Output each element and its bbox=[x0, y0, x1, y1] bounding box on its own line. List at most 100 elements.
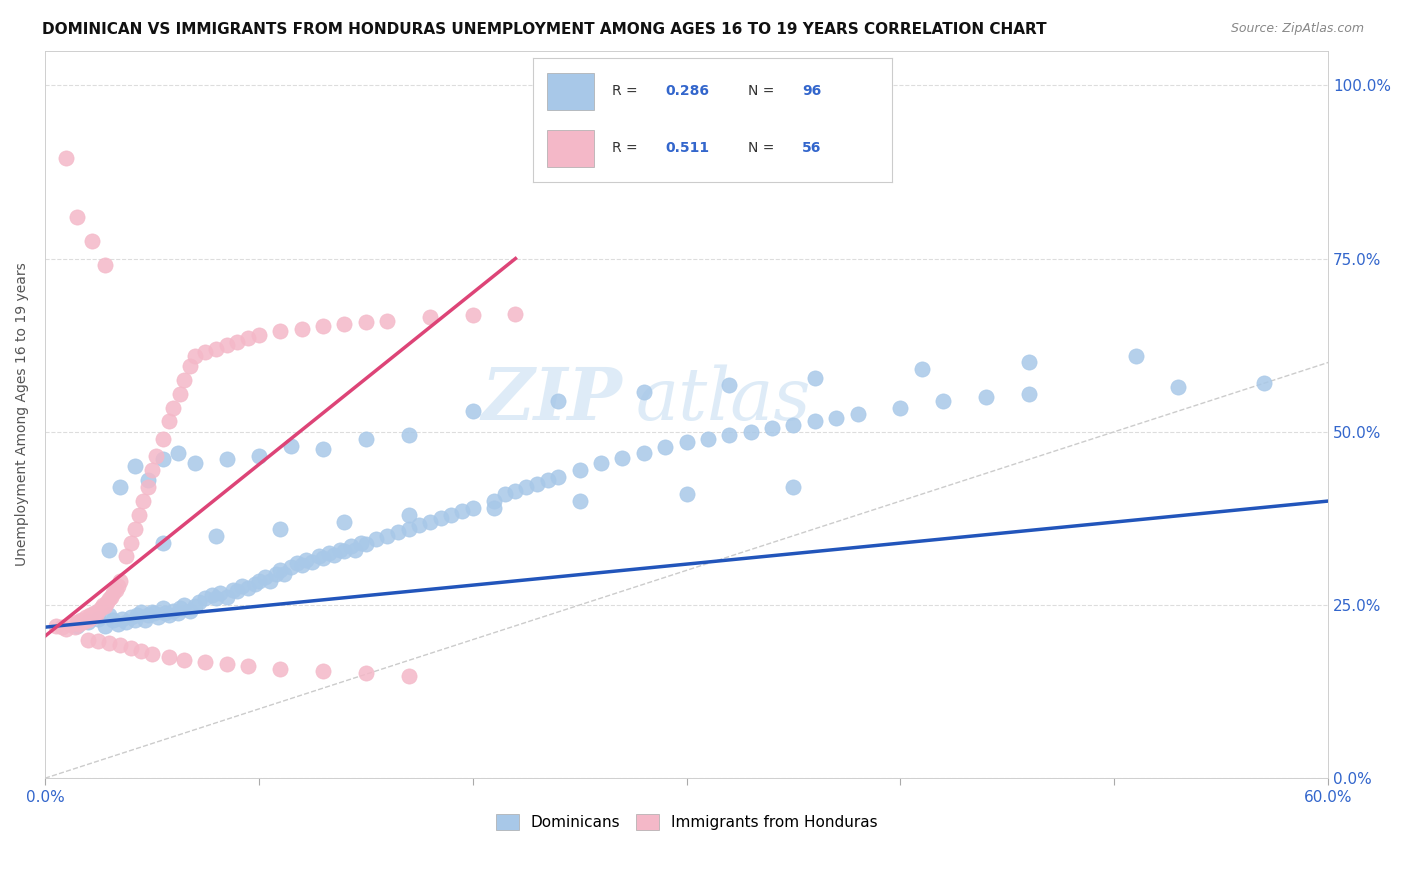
Point bbox=[633, 445, 655, 459]
Point bbox=[654, 440, 676, 454]
Point bbox=[440, 508, 463, 522]
Point bbox=[169, 601, 191, 615]
Point bbox=[633, 384, 655, 399]
Point bbox=[141, 463, 163, 477]
Point bbox=[87, 603, 110, 617]
Point bbox=[108, 574, 131, 588]
Point bbox=[87, 612, 110, 626]
Point bbox=[329, 542, 352, 557]
Point bbox=[94, 259, 117, 273]
Point bbox=[143, 607, 166, 621]
Point bbox=[568, 494, 591, 508]
Point bbox=[84, 608, 107, 623]
Point bbox=[103, 585, 125, 599]
Point bbox=[94, 599, 117, 614]
Point bbox=[236, 331, 259, 345]
Point bbox=[547, 470, 569, 484]
Point bbox=[375, 529, 398, 543]
Point bbox=[129, 644, 152, 658]
Text: atlas: atlas bbox=[636, 365, 811, 435]
Point bbox=[194, 655, 217, 669]
Point bbox=[398, 668, 420, 682]
Point bbox=[215, 452, 238, 467]
Point bbox=[333, 515, 356, 529]
Point bbox=[201, 588, 224, 602]
Point bbox=[589, 456, 612, 470]
Point bbox=[136, 480, 159, 494]
Point bbox=[461, 500, 484, 515]
Point bbox=[205, 591, 228, 605]
Point bbox=[846, 408, 869, 422]
Point bbox=[136, 473, 159, 487]
Point bbox=[166, 445, 188, 459]
Point bbox=[247, 574, 270, 588]
Point bbox=[63, 620, 86, 634]
Point bbox=[273, 566, 295, 581]
Point bbox=[87, 634, 110, 648]
Point bbox=[91, 598, 114, 612]
Point bbox=[80, 234, 103, 248]
Point bbox=[157, 608, 180, 623]
Point bbox=[804, 414, 827, 428]
Point bbox=[312, 442, 335, 456]
Point bbox=[269, 324, 291, 338]
Point bbox=[141, 605, 163, 619]
Point bbox=[183, 599, 205, 614]
Point bbox=[80, 610, 103, 624]
Point bbox=[183, 349, 205, 363]
Point bbox=[429, 511, 451, 525]
Point bbox=[354, 432, 377, 446]
Point bbox=[108, 638, 131, 652]
Point bbox=[419, 515, 441, 529]
Point bbox=[152, 452, 174, 467]
Point bbox=[398, 428, 420, 442]
Point bbox=[120, 640, 142, 655]
Point bbox=[134, 613, 156, 627]
Point bbox=[70, 613, 93, 627]
Point bbox=[215, 338, 238, 352]
Point bbox=[162, 603, 184, 617]
Point bbox=[264, 566, 287, 581]
Point bbox=[398, 508, 420, 522]
Point bbox=[76, 615, 98, 630]
Text: ZIP: ZIP bbox=[481, 365, 623, 435]
Point bbox=[66, 615, 89, 630]
Point bbox=[675, 487, 697, 501]
Point bbox=[536, 473, 558, 487]
Point bbox=[169, 386, 191, 401]
Point bbox=[231, 578, 253, 592]
Y-axis label: Unemployment Among Ages 16 to 19 years: Unemployment Among Ages 16 to 19 years bbox=[15, 262, 30, 566]
Point bbox=[236, 581, 259, 595]
Point bbox=[1167, 380, 1189, 394]
Point bbox=[375, 314, 398, 328]
Point bbox=[152, 535, 174, 549]
Point bbox=[188, 594, 211, 608]
Point bbox=[66, 619, 89, 633]
Point bbox=[205, 529, 228, 543]
Point bbox=[153, 607, 176, 621]
Point bbox=[173, 373, 195, 387]
Point bbox=[179, 603, 201, 617]
Point bbox=[226, 334, 249, 349]
Point bbox=[259, 574, 281, 588]
Point bbox=[194, 345, 217, 359]
Point bbox=[66, 210, 89, 224]
Point bbox=[75, 610, 97, 624]
Point bbox=[344, 542, 367, 557]
Point bbox=[974, 390, 997, 404]
Point bbox=[312, 319, 335, 334]
Point bbox=[120, 610, 142, 624]
Point bbox=[124, 459, 146, 474]
Point bbox=[461, 309, 484, 323]
Point bbox=[889, 401, 911, 415]
Point bbox=[291, 322, 314, 336]
Point bbox=[740, 425, 762, 439]
Point bbox=[104, 582, 127, 597]
Point bbox=[76, 632, 98, 647]
Point bbox=[129, 605, 152, 619]
Point bbox=[461, 404, 484, 418]
Point bbox=[1125, 349, 1147, 363]
Point bbox=[120, 535, 142, 549]
Point bbox=[157, 650, 180, 665]
Point bbox=[205, 342, 228, 356]
